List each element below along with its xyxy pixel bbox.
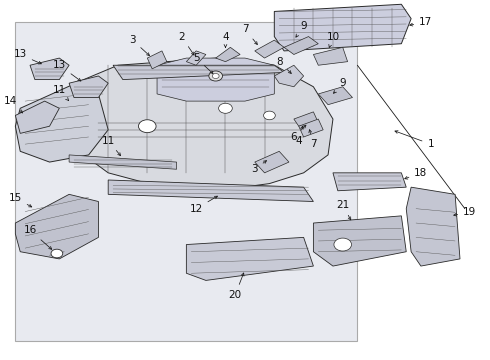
Polygon shape bbox=[284, 37, 318, 54]
Polygon shape bbox=[15, 80, 108, 162]
Polygon shape bbox=[255, 151, 289, 173]
Text: 10: 10 bbox=[326, 32, 340, 48]
Polygon shape bbox=[30, 58, 69, 80]
Polygon shape bbox=[274, 4, 411, 51]
Text: 18: 18 bbox=[405, 168, 427, 179]
Polygon shape bbox=[216, 47, 240, 62]
Circle shape bbox=[219, 103, 232, 113]
Polygon shape bbox=[15, 194, 98, 259]
Text: 4: 4 bbox=[222, 32, 229, 48]
Polygon shape bbox=[186, 237, 314, 280]
Text: 14: 14 bbox=[4, 96, 23, 113]
Bar bbox=[15, 22, 357, 341]
Text: 17: 17 bbox=[410, 17, 432, 27]
Polygon shape bbox=[406, 187, 460, 266]
Polygon shape bbox=[318, 87, 352, 105]
Text: 12: 12 bbox=[190, 196, 218, 214]
Text: 21: 21 bbox=[336, 200, 351, 220]
Circle shape bbox=[212, 73, 219, 78]
Circle shape bbox=[209, 71, 222, 81]
Text: 11: 11 bbox=[53, 85, 69, 100]
Text: 3: 3 bbox=[251, 161, 267, 174]
Polygon shape bbox=[15, 101, 59, 134]
Polygon shape bbox=[147, 51, 167, 69]
Text: 11: 11 bbox=[101, 136, 121, 156]
Polygon shape bbox=[314, 47, 347, 65]
Text: 5: 5 bbox=[193, 53, 213, 73]
Polygon shape bbox=[113, 65, 284, 80]
Polygon shape bbox=[299, 119, 323, 137]
Text: 8: 8 bbox=[276, 57, 291, 73]
Text: 13: 13 bbox=[14, 49, 41, 64]
Text: 7: 7 bbox=[309, 130, 317, 149]
Text: 1: 1 bbox=[395, 131, 434, 149]
Text: 13: 13 bbox=[53, 60, 81, 81]
Circle shape bbox=[139, 120, 156, 133]
Text: 2: 2 bbox=[178, 32, 194, 55]
Circle shape bbox=[334, 238, 351, 251]
Polygon shape bbox=[255, 40, 284, 58]
Text: 20: 20 bbox=[229, 273, 244, 300]
Text: 3: 3 bbox=[129, 35, 149, 55]
Text: 9: 9 bbox=[334, 78, 346, 93]
Polygon shape bbox=[69, 58, 333, 191]
Polygon shape bbox=[69, 155, 176, 169]
Polygon shape bbox=[186, 51, 206, 65]
Polygon shape bbox=[157, 58, 274, 101]
Polygon shape bbox=[108, 180, 314, 202]
Text: 9: 9 bbox=[296, 21, 307, 37]
Circle shape bbox=[51, 249, 63, 258]
Text: 4: 4 bbox=[295, 126, 303, 145]
Polygon shape bbox=[314, 216, 406, 266]
Polygon shape bbox=[274, 65, 304, 87]
Polygon shape bbox=[294, 112, 318, 126]
Text: 15: 15 bbox=[9, 193, 32, 207]
Polygon shape bbox=[333, 173, 406, 191]
Text: 16: 16 bbox=[24, 225, 52, 249]
Text: 6: 6 bbox=[291, 125, 306, 142]
Text: 7: 7 bbox=[242, 24, 257, 45]
Polygon shape bbox=[69, 76, 108, 98]
Text: 19: 19 bbox=[454, 207, 476, 217]
Circle shape bbox=[264, 111, 275, 120]
